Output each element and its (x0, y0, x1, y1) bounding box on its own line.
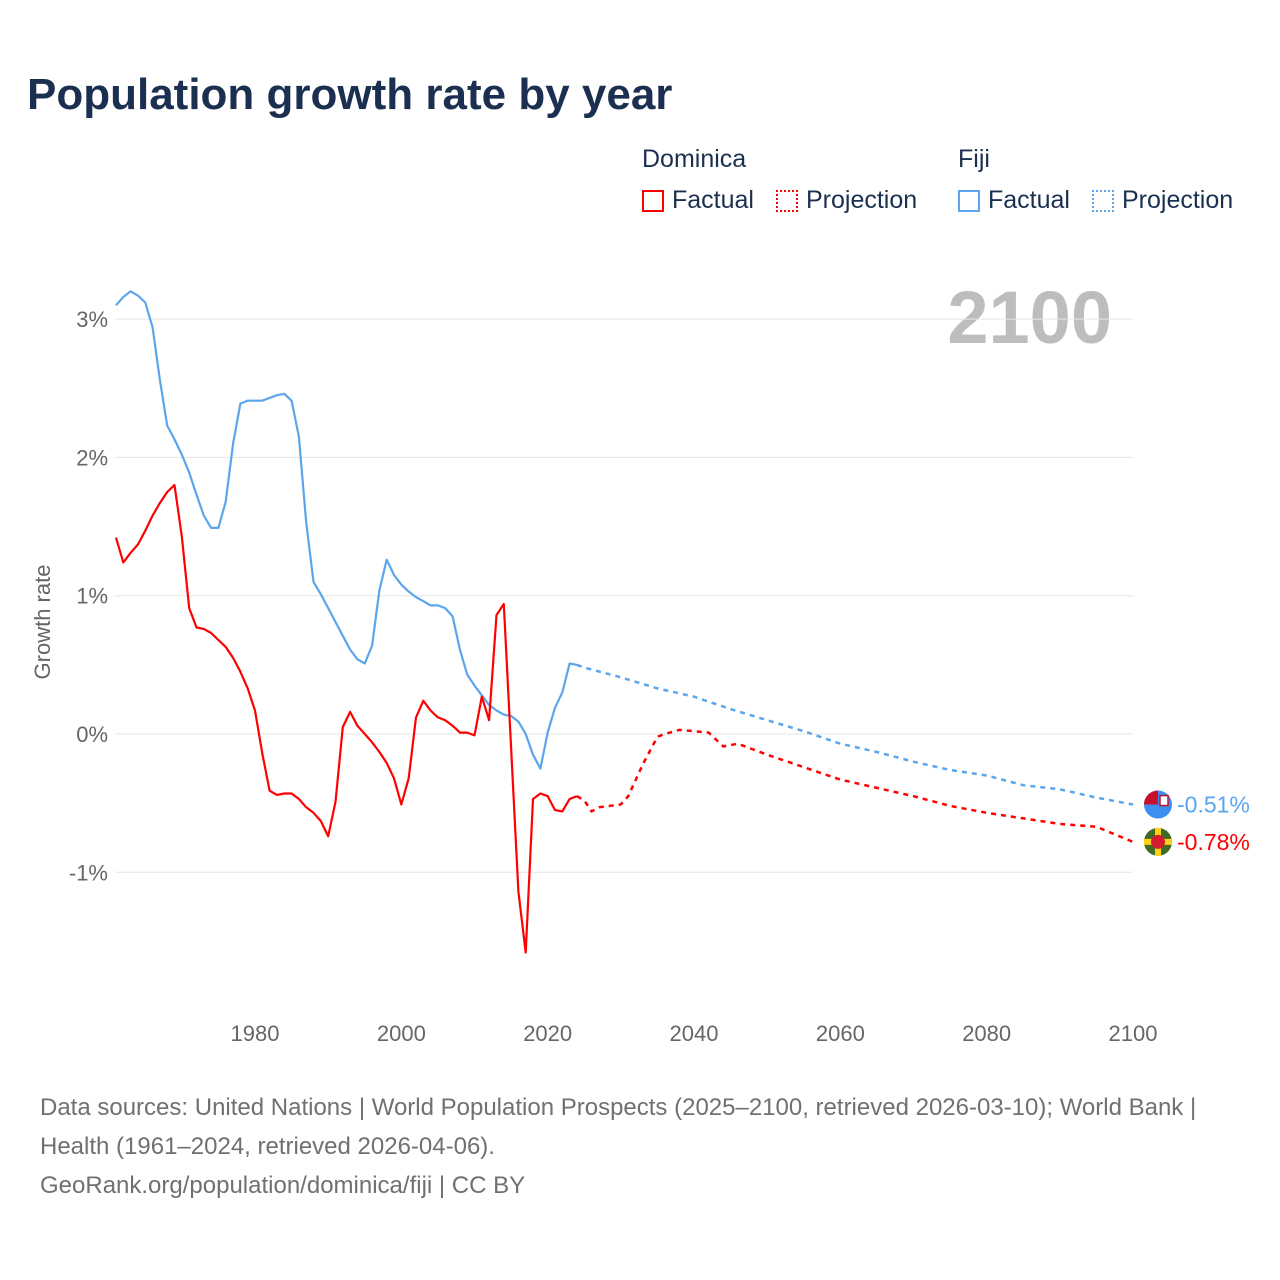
legend-dominica-projection[interactable]: Projection (776, 186, 917, 215)
legend-swatch-solid (642, 189, 664, 212)
current-year-label: 2100 (947, 276, 1112, 359)
legend-label: Factual (672, 186, 754, 214)
y-tick-label: 2% (76, 445, 108, 470)
footer: Data sources: United Nations | World Pop… (40, 1088, 1240, 1205)
legend-label: Projection (1122, 186, 1234, 214)
end-value-label-fiji: -0.51% (1177, 792, 1250, 818)
legend-swatch-solid (958, 189, 980, 212)
legend-group-dominica: Dominica (642, 145, 747, 173)
x-tick-label: 2000 (377, 1021, 426, 1046)
legend-fiji-projection[interactable]: Projection (1092, 186, 1233, 215)
dominica-flag-disc (1151, 834, 1165, 849)
y-tick-label: -1% (69, 860, 108, 885)
legend-label: Factual (988, 186, 1070, 214)
line-fiji-projection (576, 663, 1134, 806)
credit-link[interactable]: GeoRank.org/population/dominica/fiji | C… (40, 1172, 526, 1199)
x-tick-label: 2060 (816, 1021, 865, 1046)
legend-dominica-factual[interactable]: Factual (642, 186, 754, 215)
x-tick-label: 2020 (523, 1021, 572, 1046)
line-dominica-factual (114, 484, 578, 954)
line-dominica-projection (576, 728, 1134, 844)
x-tick-label: 1980 (231, 1021, 280, 1046)
legend-fiji-factual[interactable]: Factual (958, 186, 1070, 215)
y-axis-label: Growth rate (30, 565, 55, 680)
fiji-flag-canton (1144, 790, 1158, 805)
legend-label: Projection (806, 186, 918, 214)
legend-swatch-dotted (1092, 189, 1114, 212)
line-fiji-factual (115, 290, 578, 770)
y-tick-label: 0% (76, 722, 108, 747)
chart-title: Population growth rate by year (27, 70, 673, 119)
legend-group-fiji: Fiji (958, 145, 990, 173)
x-tick-label: 2080 (962, 1021, 1011, 1046)
data-sources: Data sources: United Nations | World Pop… (40, 1094, 1197, 1160)
line-chart: 3% 2% 1% 0% -1% 1980 2000 2020 2040 2060 2080 2100 G… (30, 290, 1250, 1046)
x-tick-label: 2040 (670, 1021, 719, 1046)
legend-swatch-dotted (776, 189, 798, 212)
y-tick-label: 1% (76, 584, 108, 609)
end-value-label-dominica: -0.78% (1177, 829, 1250, 855)
y-tick-label: 3% (76, 307, 108, 332)
fiji-flag-shield (1159, 794, 1169, 807)
x-tick-label: 2100 (1109, 1021, 1158, 1046)
